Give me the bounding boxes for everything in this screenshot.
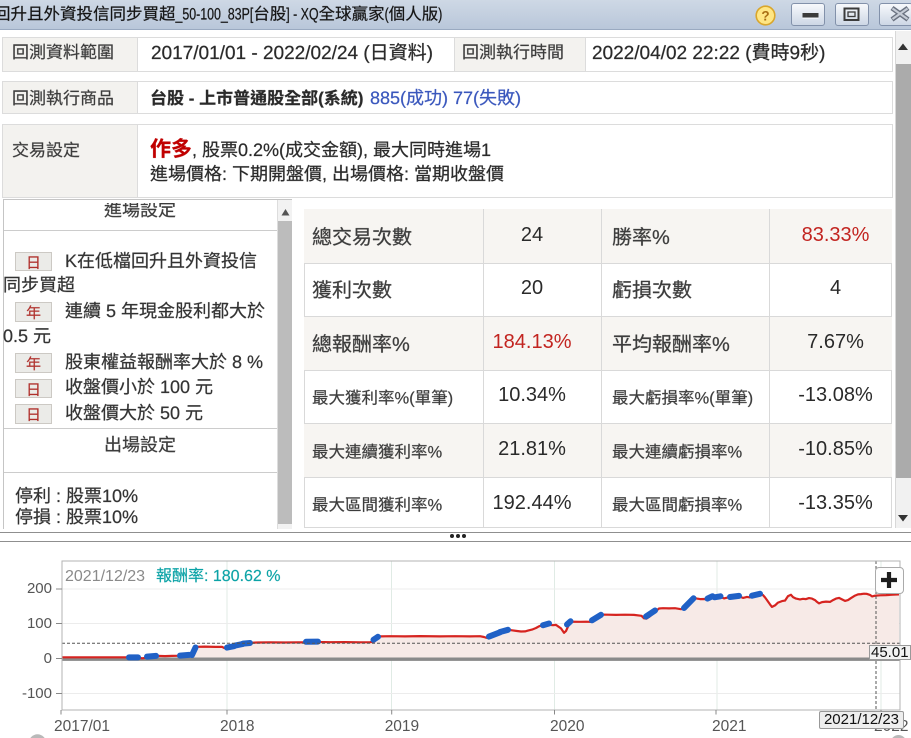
svg-text:?: ? xyxy=(761,8,769,23)
